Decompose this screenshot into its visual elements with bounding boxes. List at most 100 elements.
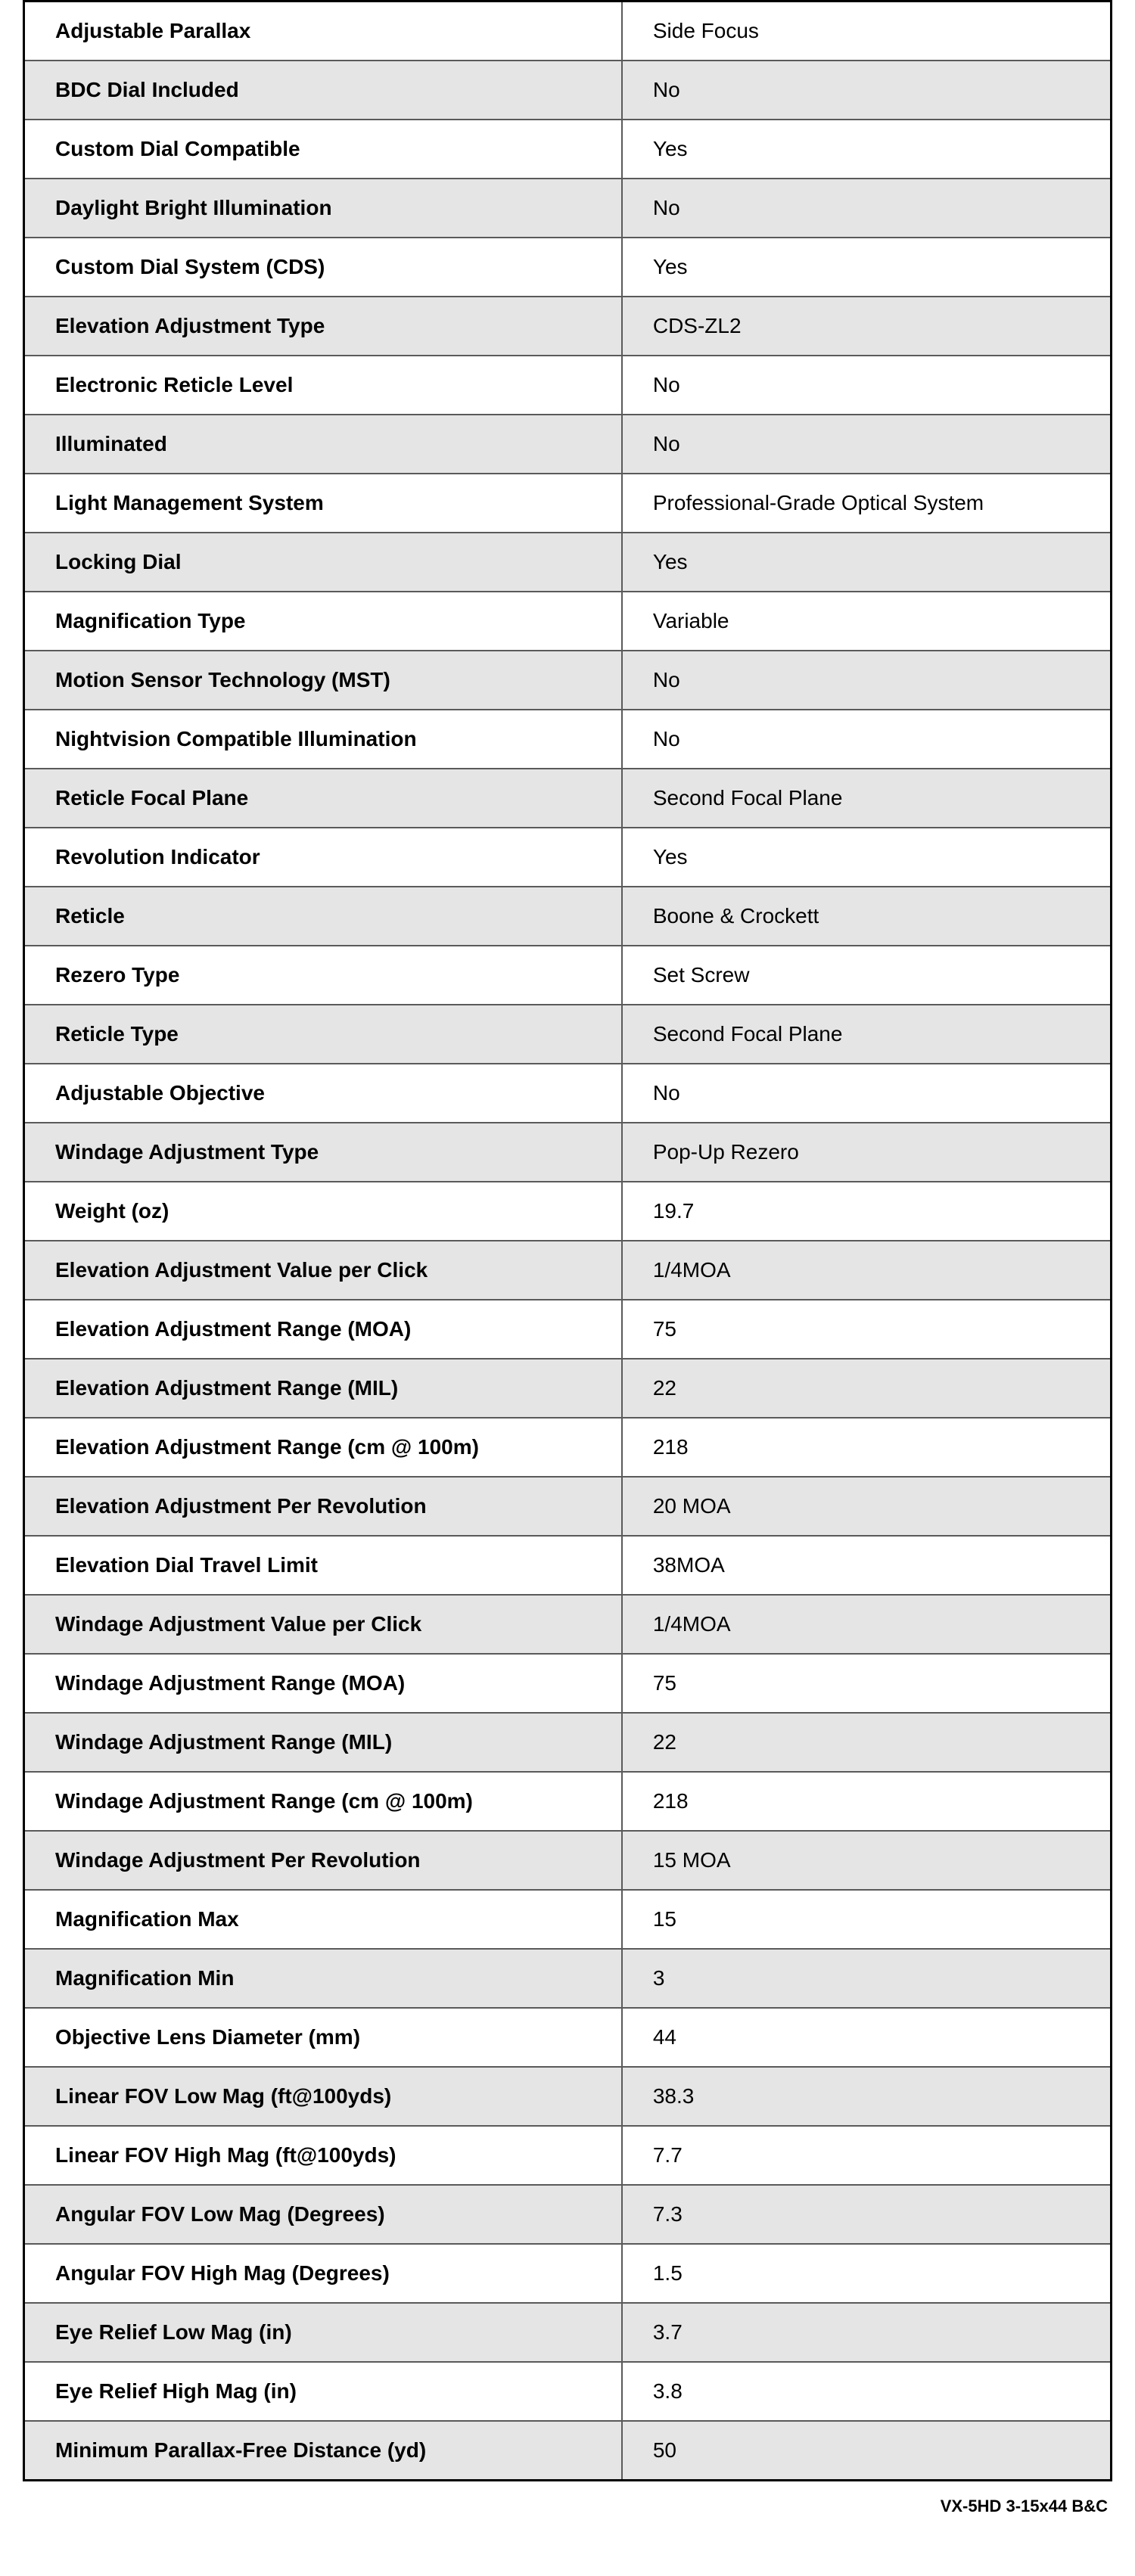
table-row: Rezero TypeSet Screw	[24, 946, 1112, 1005]
spec-label: Light Management System	[24, 474, 622, 533]
table-row: Daylight Bright IlluminationNo	[24, 179, 1112, 238]
footer-model: VX-5HD 3-15x44 B&C	[23, 2481, 1112, 2516]
table-row: Elevation Adjustment Value per Click1/4M…	[24, 1241, 1112, 1300]
spec-value: Second Focal Plane	[622, 1005, 1112, 1064]
table-row: Windage Adjustment Per Revolution15 MOA	[24, 1831, 1112, 1890]
spec-value: CDS-ZL2	[622, 297, 1112, 356]
table-row: Custom Dial CompatibleYes	[24, 120, 1112, 179]
spec-label: Adjustable Parallax	[24, 2, 622, 61]
table-row: Eye Relief High Mag (in)3.8	[24, 2362, 1112, 2421]
spec-label: Windage Adjustment Value per Click	[24, 1595, 622, 1654]
spec-value: Yes	[622, 533, 1112, 592]
spec-value: No	[622, 1064, 1112, 1123]
table-row: Elevation Dial Travel Limit38MOA	[24, 1536, 1112, 1595]
spec-value: 50	[622, 2421, 1112, 2481]
spec-value: Professional-Grade Optical System	[622, 474, 1112, 533]
table-row: Locking DialYes	[24, 533, 1112, 592]
spec-value: 3	[622, 1949, 1112, 2008]
table-row: Elevation Adjustment Range (MOA)75	[24, 1300, 1112, 1359]
spec-label: Reticle Type	[24, 1005, 622, 1064]
spec-value: No	[622, 651, 1112, 710]
table-row: Nightvision Compatible IlluminationNo	[24, 710, 1112, 769]
table-row: Reticle TypeSecond Focal Plane	[24, 1005, 1112, 1064]
spec-label: Minimum Parallax-Free Distance (yd)	[24, 2421, 622, 2481]
spec-label: Electronic Reticle Level	[24, 356, 622, 415]
spec-label: Eye Relief Low Mag (in)	[24, 2303, 622, 2362]
spec-value: 20 MOA	[622, 1477, 1112, 1536]
spec-value: No	[622, 415, 1112, 474]
table-row: Weight (oz)19.7	[24, 1182, 1112, 1241]
spec-table: Adjustable ParallaxSide FocusBDC Dial In…	[23, 0, 1112, 2481]
page: Adjustable ParallaxSide FocusBDC Dial In…	[0, 0, 1135, 2546]
table-row: BDC Dial IncludedNo	[24, 61, 1112, 120]
spec-label: Windage Adjustment Per Revolution	[24, 1831, 622, 1890]
spec-label: Magnification Max	[24, 1890, 622, 1949]
spec-label: Magnification Min	[24, 1949, 622, 2008]
spec-value: Side Focus	[622, 2, 1112, 61]
spec-value: Yes	[622, 120, 1112, 179]
spec-label: Illuminated	[24, 415, 622, 474]
spec-label: Elevation Adjustment Type	[24, 297, 622, 356]
table-row: Adjustable ObjectiveNo	[24, 1064, 1112, 1123]
table-row: Magnification TypeVariable	[24, 592, 1112, 651]
spec-value: No	[622, 710, 1112, 769]
spec-value: Set Screw	[622, 946, 1112, 1005]
spec-value: No	[622, 61, 1112, 120]
spec-value: Boone & Crockett	[622, 887, 1112, 946]
table-row: ReticleBoone & Crockett	[24, 887, 1112, 946]
spec-value: Yes	[622, 238, 1112, 297]
table-row: Minimum Parallax-Free Distance (yd)50	[24, 2421, 1112, 2481]
table-row: IlluminatedNo	[24, 415, 1112, 474]
table-row: Windage Adjustment Range (cm @ 100m)218	[24, 1772, 1112, 1831]
spec-label: Windage Adjustment Range (MIL)	[24, 1713, 622, 1772]
table-row: Reticle Focal PlaneSecond Focal Plane	[24, 769, 1112, 828]
table-row: Elevation Adjustment Range (MIL)22	[24, 1359, 1112, 1418]
spec-value: 7.7	[622, 2126, 1112, 2185]
table-row: Linear FOV Low Mag (ft@100yds)38.3	[24, 2067, 1112, 2126]
table-row: Magnification Max15	[24, 1890, 1112, 1949]
spec-label: Locking Dial	[24, 533, 622, 592]
spec-label: Linear FOV High Mag (ft@100yds)	[24, 2126, 622, 2185]
table-row: Objective Lens Diameter (mm)44	[24, 2008, 1112, 2067]
spec-label: Elevation Adjustment Per Revolution	[24, 1477, 622, 1536]
spec-value: 218	[622, 1418, 1112, 1477]
spec-value: No	[622, 179, 1112, 238]
spec-label: Eye Relief High Mag (in)	[24, 2362, 622, 2421]
table-row: Elevation Adjustment Range (cm @ 100m)21…	[24, 1418, 1112, 1477]
spec-value: 22	[622, 1713, 1112, 1772]
table-row: Eye Relief Low Mag (in)3.7	[24, 2303, 1112, 2362]
spec-value: 1.5	[622, 2244, 1112, 2303]
table-row: Elevation Adjustment TypeCDS-ZL2	[24, 297, 1112, 356]
spec-value: 75	[622, 1300, 1112, 1359]
spec-label: Motion Sensor Technology (MST)	[24, 651, 622, 710]
spec-label: Reticle	[24, 887, 622, 946]
spec-label: Windage Adjustment Type	[24, 1123, 622, 1182]
table-row: Magnification Min3	[24, 1949, 1112, 2008]
spec-value: 1/4MOA	[622, 1241, 1112, 1300]
spec-value: 7.3	[622, 2185, 1112, 2244]
spec-value: No	[622, 356, 1112, 415]
table-row: Linear FOV High Mag (ft@100yds)7.7	[24, 2126, 1112, 2185]
spec-value: Second Focal Plane	[622, 769, 1112, 828]
spec-value: Yes	[622, 828, 1112, 887]
table-row: Windage Adjustment Range (MIL)22	[24, 1713, 1112, 1772]
spec-label: Elevation Adjustment Range (MOA)	[24, 1300, 622, 1359]
table-row: Light Management SystemProfessional-Grad…	[24, 474, 1112, 533]
spec-label: Elevation Adjustment Value per Click	[24, 1241, 622, 1300]
spec-value: 15	[622, 1890, 1112, 1949]
spec-label: Elevation Adjustment Range (MIL)	[24, 1359, 622, 1418]
spec-label: BDC Dial Included	[24, 61, 622, 120]
spec-label: Rezero Type	[24, 946, 622, 1005]
spec-label: Elevation Adjustment Range (cm @ 100m)	[24, 1418, 622, 1477]
spec-value: 19.7	[622, 1182, 1112, 1241]
table-row: Windage Adjustment Value per Click1/4MOA	[24, 1595, 1112, 1654]
spec-value: Pop-Up Rezero	[622, 1123, 1112, 1182]
spec-label: Angular FOV Low Mag (Degrees)	[24, 2185, 622, 2244]
spec-label: Objective Lens Diameter (mm)	[24, 2008, 622, 2067]
spec-value: 15 MOA	[622, 1831, 1112, 1890]
spec-value: 3.7	[622, 2303, 1112, 2362]
spec-label: Windage Adjustment Range (cm @ 100m)	[24, 1772, 622, 1831]
spec-label: Elevation Dial Travel Limit	[24, 1536, 622, 1595]
table-row: Windage Adjustment TypePop-Up Rezero	[24, 1123, 1112, 1182]
spec-value: Variable	[622, 592, 1112, 651]
